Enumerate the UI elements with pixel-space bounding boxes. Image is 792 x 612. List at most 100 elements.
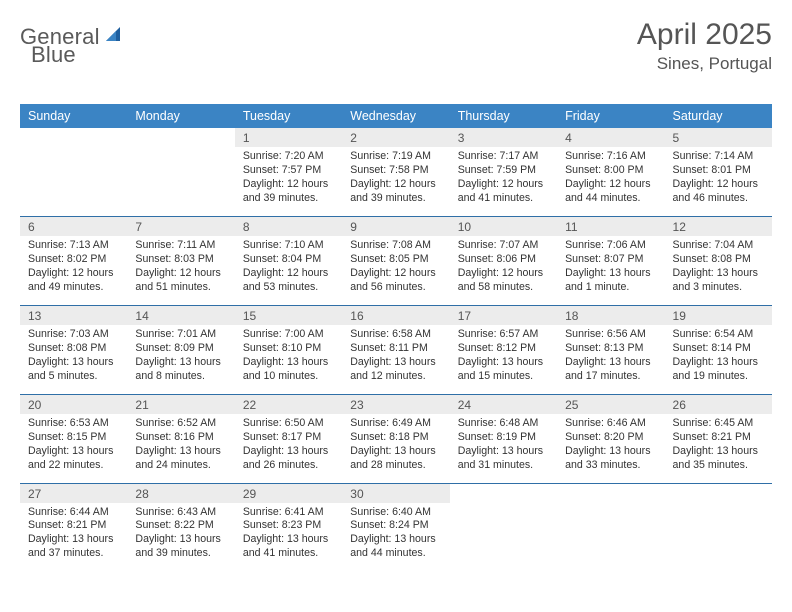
day-number-cell: 26 <box>665 395 772 414</box>
sunrise-text: Sunrise: 6:49 AM <box>350 417 441 431</box>
daylight-text-2: and 39 minutes. <box>243 192 334 206</box>
daylight-text-1: Daylight: 13 hours <box>565 267 656 281</box>
day-detail-cell: Sunrise: 7:04 AMSunset: 8:08 PMDaylight:… <box>665 236 772 305</box>
sunset-text: Sunset: 8:01 PM <box>673 164 764 178</box>
sunset-text: Sunset: 8:08 PM <box>28 342 119 356</box>
daynum-row: 13141516171819 <box>20 306 772 325</box>
day-number-cell: 15 <box>235 306 342 325</box>
daynum-row: 12345 <box>20 128 772 147</box>
sunrise-text: Sunrise: 7:04 AM <box>673 239 764 253</box>
day-number-cell: 5 <box>665 128 772 147</box>
daylight-text-2: and 39 minutes. <box>135 547 226 561</box>
sunset-text: Sunset: 8:19 PM <box>458 431 549 445</box>
day-detail-cell: Sunrise: 7:20 AMSunset: 7:57 PMDaylight:… <box>235 147 342 216</box>
day-detail-cell: Sunrise: 6:46 AMSunset: 8:20 PMDaylight:… <box>557 414 664 483</box>
daylight-text-2: and 3 minutes. <box>673 281 764 295</box>
sunrise-text: Sunrise: 7:10 AM <box>243 239 334 253</box>
sunset-text: Sunset: 8:22 PM <box>135 519 226 533</box>
day-number-cell: 7 <box>127 217 234 236</box>
day-number-cell: 19 <box>665 306 772 325</box>
daylight-text-2: and 44 minutes. <box>565 192 656 206</box>
sunrise-text: Sunrise: 7:07 AM <box>458 239 549 253</box>
day-detail-cell: Sunrise: 7:14 AMSunset: 8:01 PMDaylight:… <box>665 147 772 216</box>
day-detail-cell <box>557 503 664 572</box>
daylight-text-2: and 35 minutes. <box>673 459 764 473</box>
dow-wednesday: Wednesday <box>342 104 449 128</box>
sunrise-text: Sunrise: 7:06 AM <box>565 239 656 253</box>
sunrise-text: Sunrise: 7:13 AM <box>28 239 119 253</box>
day-number-cell: 14 <box>127 306 234 325</box>
daylight-text-2: and 10 minutes. <box>243 370 334 384</box>
detail-row: Sunrise: 6:53 AMSunset: 8:15 PMDaylight:… <box>20 414 772 483</box>
daylight-text-2: and 39 minutes. <box>350 192 441 206</box>
daylight-text-2: and 51 minutes. <box>135 281 226 295</box>
daylight-text-1: Daylight: 12 hours <box>135 267 226 281</box>
day-detail-cell: Sunrise: 6:40 AMSunset: 8:24 PMDaylight:… <box>342 503 449 572</box>
calendar-table: Sunday Monday Tuesday Wednesday Thursday… <box>20 104 772 571</box>
brand-text-2: Blue <box>31 42 76 67</box>
day-detail-cell: Sunrise: 6:58 AMSunset: 8:11 PMDaylight:… <box>342 325 449 394</box>
day-detail-cell <box>20 147 127 216</box>
sunset-text: Sunset: 8:16 PM <box>135 431 226 445</box>
daylight-text-1: Daylight: 12 hours <box>350 267 441 281</box>
day-detail-cell: Sunrise: 6:48 AMSunset: 8:19 PMDaylight:… <box>450 414 557 483</box>
day-detail-cell: Sunrise: 7:11 AMSunset: 8:03 PMDaylight:… <box>127 236 234 305</box>
sunset-text: Sunset: 8:17 PM <box>243 431 334 445</box>
daylight-text-2: and 28 minutes. <box>350 459 441 473</box>
daylight-text-1: Daylight: 12 hours <box>673 178 764 192</box>
sunset-text: Sunset: 8:24 PM <box>350 519 441 533</box>
daylight-text-1: Daylight: 12 hours <box>565 178 656 192</box>
day-number-cell <box>557 484 664 503</box>
day-number-cell: 21 <box>127 395 234 414</box>
daylight-text-1: Daylight: 13 hours <box>243 533 334 547</box>
sunrise-text: Sunrise: 6:43 AM <box>135 506 226 520</box>
detail-row: Sunrise: 6:44 AMSunset: 8:21 PMDaylight:… <box>20 503 772 572</box>
day-number-cell: 1 <box>235 128 342 147</box>
detail-row: Sunrise: 7:13 AMSunset: 8:02 PMDaylight:… <box>20 236 772 305</box>
day-number-cell: 8 <box>235 217 342 236</box>
daylight-text-2: and 22 minutes. <box>28 459 119 473</box>
daylight-text-1: Daylight: 13 hours <box>673 267 764 281</box>
brand-text-2-wrap: Blue <box>31 42 76 68</box>
day-detail-cell: Sunrise: 7:17 AMSunset: 7:59 PMDaylight:… <box>450 147 557 216</box>
dow-saturday: Saturday <box>665 104 772 128</box>
day-number-cell: 22 <box>235 395 342 414</box>
daylight-text-1: Daylight: 13 hours <box>28 445 119 459</box>
daylight-text-2: and 44 minutes. <box>350 547 441 561</box>
sunrise-text: Sunrise: 7:17 AM <box>458 150 549 164</box>
sunrise-text: Sunrise: 6:41 AM <box>243 506 334 520</box>
day-detail-cell: Sunrise: 6:44 AMSunset: 8:21 PMDaylight:… <box>20 503 127 572</box>
day-number-cell: 12 <box>665 217 772 236</box>
day-detail-cell: Sunrise: 7:00 AMSunset: 8:10 PMDaylight:… <box>235 325 342 394</box>
day-number-cell: 13 <box>20 306 127 325</box>
daylight-text-1: Daylight: 13 hours <box>350 445 441 459</box>
dow-sunday: Sunday <box>20 104 127 128</box>
daylight-text-1: Daylight: 13 hours <box>673 356 764 370</box>
daylight-text-2: and 1 minute. <box>565 281 656 295</box>
day-detail-cell: Sunrise: 6:52 AMSunset: 8:16 PMDaylight:… <box>127 414 234 483</box>
daynum-row: 20212223242526 <box>20 395 772 414</box>
sunrise-text: Sunrise: 7:08 AM <box>350 239 441 253</box>
calendar-body: 12345Sunrise: 7:20 AMSunset: 7:57 PMDayl… <box>20 128 772 571</box>
daylight-text-2: and 33 minutes. <box>565 459 656 473</box>
daylight-text-2: and 15 minutes. <box>458 370 549 384</box>
detail-row: Sunrise: 7:20 AMSunset: 7:57 PMDaylight:… <box>20 147 772 216</box>
daylight-text-2: and 46 minutes. <box>673 192 764 206</box>
sunset-text: Sunset: 8:18 PM <box>350 431 441 445</box>
daylight-text-1: Daylight: 12 hours <box>243 267 334 281</box>
day-detail-cell: Sunrise: 7:07 AMSunset: 8:06 PMDaylight:… <box>450 236 557 305</box>
daylight-text-2: and 56 minutes. <box>350 281 441 295</box>
sunrise-text: Sunrise: 6:40 AM <box>350 506 441 520</box>
sunset-text: Sunset: 8:21 PM <box>28 519 119 533</box>
dow-friday: Friday <box>557 104 664 128</box>
daylight-text-2: and 41 minutes. <box>243 547 334 561</box>
day-detail-cell: Sunrise: 6:57 AMSunset: 8:12 PMDaylight:… <box>450 325 557 394</box>
daylight-text-1: Daylight: 13 hours <box>28 356 119 370</box>
sunrise-text: Sunrise: 6:48 AM <box>458 417 549 431</box>
sunset-text: Sunset: 8:07 PM <box>565 253 656 267</box>
day-detail-cell: Sunrise: 6:54 AMSunset: 8:14 PMDaylight:… <box>665 325 772 394</box>
daynum-row: 6789101112 <box>20 217 772 236</box>
sunset-text: Sunset: 8:11 PM <box>350 342 441 356</box>
sunset-text: Sunset: 8:15 PM <box>28 431 119 445</box>
day-number-cell: 6 <box>20 217 127 236</box>
